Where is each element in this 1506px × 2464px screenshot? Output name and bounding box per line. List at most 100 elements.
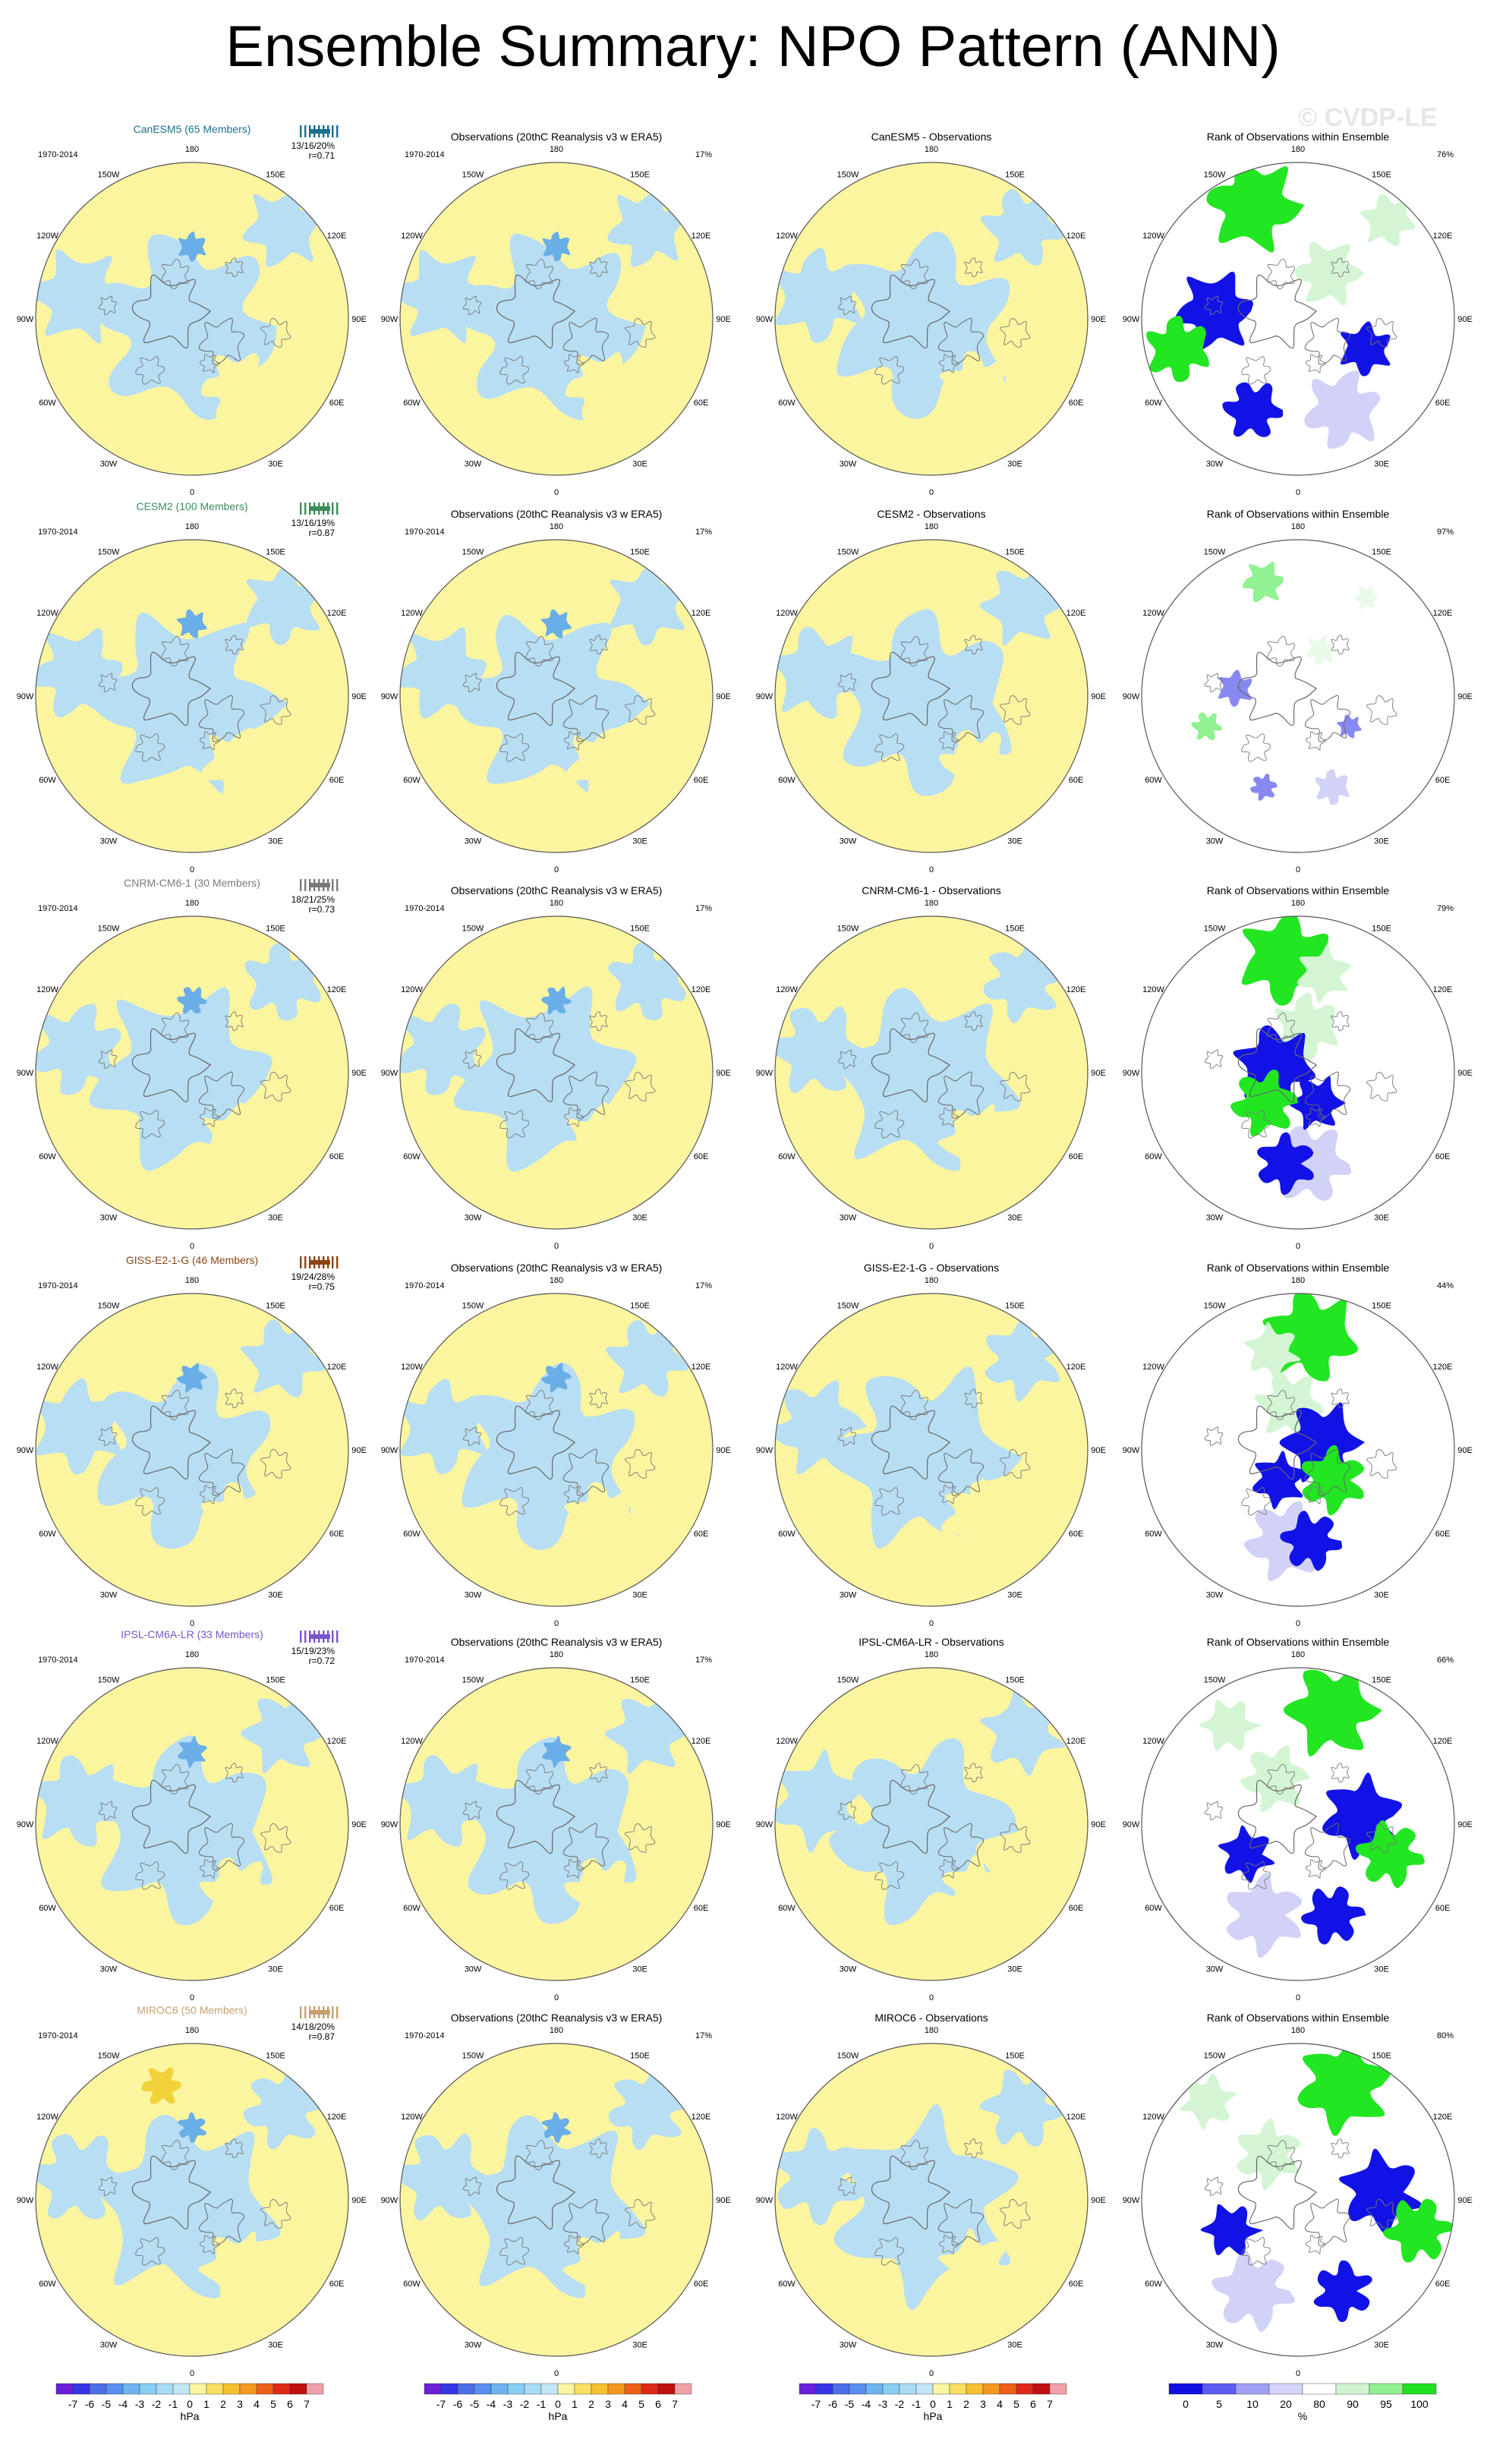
map-boundary [399, 915, 714, 1230]
coastline [98, 2176, 118, 2196]
colorbar-unit: hPa [924, 2410, 943, 2422]
coastline [1366, 2199, 1397, 2229]
coastline [939, 731, 960, 751]
colorbar-tick: 1 [572, 2398, 578, 2410]
lon-label: 60W [1145, 1904, 1162, 1913]
lon-label: 0 [554, 865, 559, 874]
ensemble-row: IPSL-CM6A-LR (33 Members) 1970-2014 15/19/… [17, 1628, 1473, 2002]
coastline [135, 1110, 165, 1139]
colorbar-tick: 0 [930, 2398, 936, 2410]
lon-label: 150W [1204, 1676, 1226, 1685]
colorbar-tick: 100 [1410, 2398, 1429, 2410]
lon-label: 30W [840, 1214, 857, 1223]
coastline [900, 2139, 928, 2170]
coastline [200, 2235, 221, 2254]
lon-label: 90W [756, 1446, 773, 1455]
colorbar-tick: 5 [638, 2398, 644, 2410]
lon-label: 60E [1435, 776, 1451, 785]
coastline [589, 1763, 608, 1783]
lon-label: 180 [550, 899, 563, 908]
coastline [1366, 1823, 1397, 1853]
colorbar-swatch [507, 2383, 525, 2395]
coastline [589, 1011, 608, 1032]
lon-label: 90E [351, 1820, 367, 1829]
coastline [625, 1449, 656, 1479]
lon-label: 30W [1206, 1965, 1224, 1974]
coastline [564, 1485, 585, 1505]
coastline [871, 2155, 951, 2230]
map-field [775, 1293, 1088, 1606]
colorbar-tick: 0 [1183, 2398, 1189, 2410]
lon-label: 150W [1204, 925, 1226, 934]
map-field [1142, 162, 1454, 475]
observations-panel: Observations (20thC Reanalysis v3 w ERA5… [381, 131, 731, 497]
coastline [1204, 1426, 1224, 1446]
variance-stats: 19/24/28% [291, 1271, 336, 1282]
lon-label: 150W [98, 2052, 120, 2061]
lon-label: 30W [465, 2341, 482, 2350]
lon-label: 60W [1145, 2280, 1162, 2289]
coastline [1237, 1405, 1318, 1480]
coastline [1306, 731, 1327, 751]
map-field [36, 916, 348, 1229]
ensemble-tick [336, 2006, 339, 2018]
map-boundary [1141, 539, 1455, 853]
coastline [131, 1779, 212, 1854]
colorbar-tick: -3 [878, 2398, 888, 2410]
lon-label: 30W [100, 460, 118, 469]
lon-label: 120W [401, 1737, 423, 1746]
colorbar-tick: -1 [912, 2398, 922, 2410]
coastline [939, 2235, 960, 2254]
map-boundary [774, 2043, 1089, 2357]
colorbar-swatch [657, 2383, 676, 2395]
lon-label: 150W [837, 1302, 859, 1311]
map-boundary [399, 539, 714, 853]
coastline [260, 695, 291, 725]
ensemble-tick [336, 125, 339, 137]
lon-label: 150W [462, 171, 484, 180]
coastline [562, 2198, 610, 2246]
lon-label: 60E [694, 399, 709, 408]
lon-label: 60W [403, 1904, 421, 1913]
lon-label: 90E [716, 1069, 731, 1078]
map-field [1142, 1668, 1454, 1980]
coastline [871, 1405, 951, 1480]
coastline [837, 2176, 857, 2196]
colorbar-swatch [239, 2383, 257, 2395]
lon-label: 150E [266, 925, 285, 934]
coastline [964, 2138, 983, 2159]
ensemble-tick [300, 125, 302, 137]
ensemble-tick [336, 1256, 339, 1268]
explained-variance: 17% [695, 528, 712, 537]
coastline [589, 635, 608, 655]
rank-panel: Rank of Observations within Ensemble 80% 1… [1123, 2012, 1473, 2378]
coastline [1241, 1487, 1271, 1516]
ensemble-tick [304, 125, 307, 137]
lon-label: 0 [1296, 488, 1300, 497]
lon-label: 180 [550, 1650, 563, 1659]
colorbar-swatch [424, 2383, 442, 2395]
coastline [462, 1426, 482, 1446]
coastline [1204, 295, 1224, 315]
lon-label: 120E [1433, 1363, 1453, 1372]
colorbar-swatch [899, 2383, 917, 2395]
observations-panel-title: Observations (20thC Reanalysis v3 w ERA5… [451, 1262, 663, 1274]
colorbar-tick: -1 [537, 2398, 547, 2410]
coastline [1331, 2138, 1350, 2159]
lon-label: 180 [925, 145, 938, 154]
lon-label: 180 [1291, 145, 1305, 154]
colorbar-tick: 80 [1313, 2398, 1325, 2410]
rank-percent: 97% [1437, 528, 1454, 537]
colorbar-unit: hPa [181, 2410, 200, 2422]
colorbar-swatch [1402, 2383, 1437, 2395]
lon-label: 90E [1457, 1069, 1473, 1078]
coastline [1237, 274, 1318, 349]
lon-label: 60E [1435, 1904, 1451, 1913]
lon-label: 180 [550, 145, 563, 154]
coastline [496, 274, 576, 349]
ensemble-row: CESM2 (100 Members) 1970-2014 13/16/19%r=0… [17, 500, 1473, 874]
colorbar-swatch [524, 2383, 542, 2395]
ensemble-tick [332, 2006, 334, 2018]
colorbar-swatch [1335, 2383, 1370, 2395]
pattern-correlation: r=0.87 [309, 2031, 336, 2042]
